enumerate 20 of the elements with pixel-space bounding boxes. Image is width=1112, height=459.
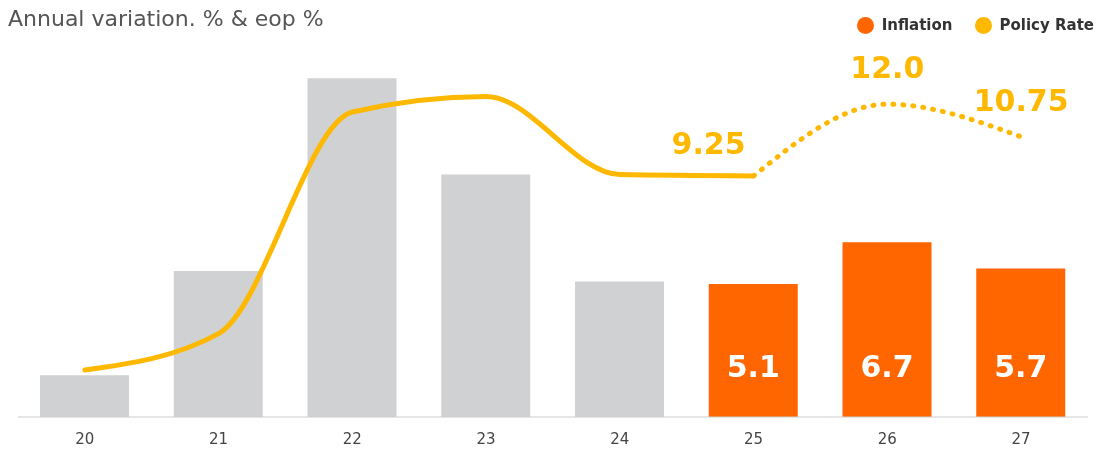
chart-title: Annual variation. % & eop % xyxy=(8,6,324,31)
bar xyxy=(976,268,1066,417)
x-tick-label: 23 xyxy=(476,429,496,448)
legend-label: Policy Rate xyxy=(999,16,1094,34)
x-tick-label: 25 xyxy=(744,429,764,448)
data-label: 12.0 xyxy=(850,50,925,86)
x-tick-label: 24 xyxy=(610,429,630,448)
data-label: 9.25 xyxy=(671,125,746,161)
data-label: 5.1 xyxy=(726,349,780,384)
x-tick-label: 20 xyxy=(75,429,95,448)
x-tick-label: 27 xyxy=(1011,429,1031,448)
data-label: 10.75 xyxy=(973,82,1069,118)
data-label: 5.7 xyxy=(994,349,1048,384)
x-tick-label: 22 xyxy=(342,429,362,448)
x-tick-label: 21 xyxy=(209,429,229,448)
bar xyxy=(842,242,932,417)
data-label: 6.7 xyxy=(860,349,914,384)
x-tick-label: 26 xyxy=(877,429,897,448)
bar xyxy=(708,284,798,417)
legend-label: Inflation xyxy=(881,16,953,34)
